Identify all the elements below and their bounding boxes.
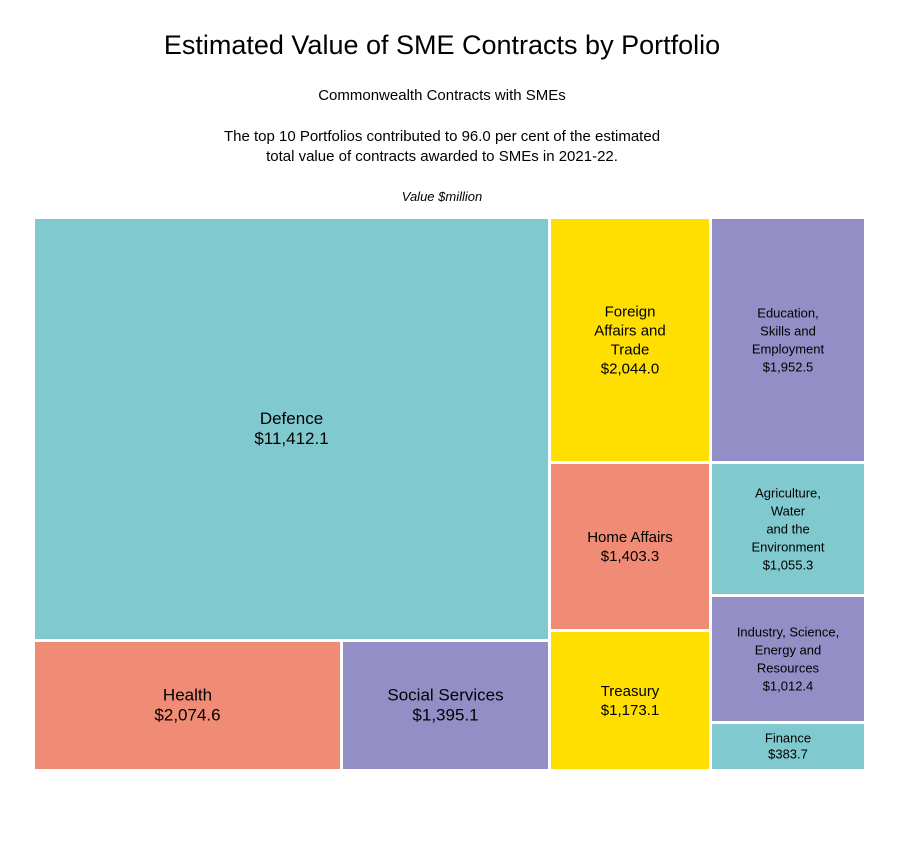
tile-value-label: $2,044.0 — [601, 360, 659, 377]
tile-name-label: Resources — [757, 661, 820, 676]
tile-name-label: Defence — [260, 409, 323, 428]
tile-rect — [343, 642, 548, 769]
tile-value-label: $1,012.4 — [763, 679, 814, 694]
tile-name-label: Finance — [765, 731, 811, 746]
tile-foreign-affairs-and-trade: Foreign Affairs and Trade $2,044.0 — [551, 219, 709, 461]
tile-rect — [712, 597, 864, 721]
tile-value-label: $1,173.1 — [601, 702, 659, 719]
tile-name-label: Trade — [611, 341, 650, 358]
tile-rect — [551, 464, 709, 629]
tile-finance: Finance$383.7 — [712, 724, 864, 769]
tile-industry-science-energy-and-resources: Industry, Science, Energy and Resources $1,… — [712, 597, 864, 721]
unit-label: Value $million — [401, 189, 483, 204]
tile-social-services: Social Services$1,395.1 — [343, 642, 548, 769]
tile-rect — [35, 219, 548, 639]
tile-health: Health$2,074.6 — [35, 642, 340, 769]
tile-name-label: Skills and — [760, 324, 816, 339]
tile-home-affairs: Home Affairs $1,403.3 — [551, 464, 709, 629]
tile-name-label: Agriculture, — [755, 486, 821, 501]
tile-value-label: $1,395.1 — [412, 706, 478, 725]
tile-name-label: Foreign — [605, 303, 656, 320]
tile-agriculture-water-and-the-environment: Agriculture, Water and the Environment $1,05… — [712, 464, 864, 594]
chart-note-line: total value of contracts awarded to SMEs… — [266, 148, 618, 165]
tile-rect — [35, 642, 340, 769]
tile-name-label: and the — [766, 522, 809, 537]
chart-note: The top 10 Portfolios contributed to 96.… — [0, 127, 884, 167]
chart-subtitle: Commonwealth Contracts with SMEs — [318, 87, 566, 104]
tile-name-label: Water — [771, 504, 806, 519]
tile-education-skills-and-employment: Education, Skills and Employment $1,952.5 — [712, 219, 864, 461]
tile-name-label: Health — [163, 686, 212, 705]
tile-value-label: $1,055.3 — [763, 558, 814, 573]
tile-name-label: Education, — [757, 306, 818, 321]
tile-defence: Defence$11,412.1 — [35, 219, 548, 639]
tile-name-label: Employment — [752, 342, 825, 357]
tile-rect — [712, 724, 864, 769]
tile-value-label: $383.7 — [768, 747, 808, 762]
tile-value-label: $2,074.6 — [154, 706, 220, 725]
tile-name-label: Industry, Science, — [737, 625, 839, 640]
tile-value-label: $1,403.3 — [601, 548, 659, 565]
tile-name-label: Treasury — [601, 683, 660, 700]
tile-value-label: $11,412.1 — [254, 429, 328, 448]
tile-name-label: Social Services — [387, 686, 503, 705]
tile-name-label: Energy and — [755, 643, 822, 658]
tile-name-label: Environment — [752, 540, 825, 555]
chart-note-line: The top 10 Portfolios contributed to 96.… — [223, 128, 661, 145]
tile-rect — [551, 219, 709, 461]
tile-name-label: Affairs and — [594, 322, 665, 339]
tile-rect — [712, 219, 864, 461]
tile-rect — [551, 632, 709, 769]
tile-treasury: Treasury $1,173.1 — [551, 632, 709, 769]
tile-value-label: $1,952.5 — [763, 360, 814, 375]
chart-title: Estimated Value of SME Contracts by Port… — [163, 30, 721, 60]
tile-rect — [712, 464, 864, 594]
tile-name-label: Home Affairs — [587, 529, 673, 546]
